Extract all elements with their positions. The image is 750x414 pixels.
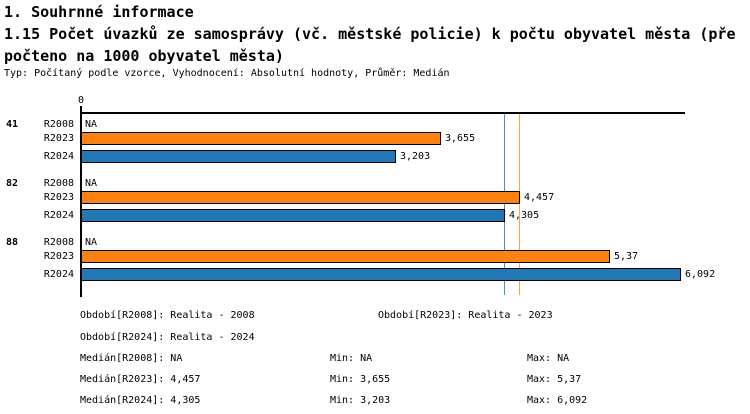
footer-stat-line: Max: NA xyxy=(527,353,570,364)
footer-stat-line: Období[R2023]: Realita - 2023 xyxy=(378,310,553,321)
row-label-r2024: R2024 xyxy=(43,151,74,162)
row-label-r2023: R2023 xyxy=(43,133,74,144)
bar-r2024 xyxy=(81,209,505,222)
footer-stat-line: Období[R2024]: Realita - 2024 xyxy=(80,332,255,343)
footer-stat-line: Min: 3,655 xyxy=(330,374,391,385)
indicator-title-line2: počteno na 1000 obyvatel města) xyxy=(4,47,284,65)
median-line-R2023 xyxy=(519,113,520,295)
footer-stat-line: Medián[R2024]: 4,305 xyxy=(80,395,201,406)
value-label-na: NA xyxy=(85,119,98,130)
footer-stat-line: Max: 6,092 xyxy=(527,395,588,406)
footer-stat-line: Medián[R2023]: 4,457 xyxy=(80,374,201,385)
x-axis-line xyxy=(80,112,685,114)
section-title: 1. Souhrnné informace xyxy=(4,3,194,21)
bar-r2024 xyxy=(81,150,396,163)
median-line-R2024 xyxy=(504,113,505,295)
indicator-title-line1: 1.15 Počet úvazků ze samosprávy (vč. měs… xyxy=(4,25,736,43)
footer-stat-line: Min: NA xyxy=(330,353,373,364)
x-axis-origin-label: 0 xyxy=(77,95,85,106)
value-label: 3,203 xyxy=(400,151,431,162)
value-label-na: NA xyxy=(85,237,98,248)
group-label: 88 xyxy=(6,237,19,248)
value-label: 4,305 xyxy=(509,210,540,221)
value-label-na: NA xyxy=(85,178,98,189)
row-label-r2023: R2023 xyxy=(43,251,74,262)
indicator-meta: Typ: Počítaný podle vzorce, Vyhodnocení:… xyxy=(4,68,450,79)
value-label: 3,655 xyxy=(445,133,476,144)
bar-r2023 xyxy=(81,250,610,263)
value-label: 5,37 xyxy=(614,251,639,262)
bar-r2023 xyxy=(81,191,520,204)
row-label-r2008: R2008 xyxy=(43,237,74,248)
footer-stat-line: Max: 5,37 xyxy=(527,374,582,385)
footer-stat-line: Medián[R2008]: NA xyxy=(80,353,183,364)
bar-r2023 xyxy=(81,132,441,145)
footer-stat-line: Min: 3,203 xyxy=(330,395,391,406)
group-label: 82 xyxy=(6,178,19,189)
value-label: 4,457 xyxy=(524,192,555,203)
row-label-r2008: R2008 xyxy=(43,178,74,189)
footer-stat-line: Období[R2008]: Realita - 2008 xyxy=(80,310,255,321)
row-label-r2008: R2008 xyxy=(43,119,74,130)
row-label-r2024: R2024 xyxy=(43,269,74,280)
row-label-r2023: R2023 xyxy=(43,192,74,203)
row-label-r2024: R2024 xyxy=(43,210,74,221)
value-label: 6,092 xyxy=(685,269,716,280)
bar-r2024 xyxy=(81,268,681,281)
group-label: 41 xyxy=(6,119,19,130)
